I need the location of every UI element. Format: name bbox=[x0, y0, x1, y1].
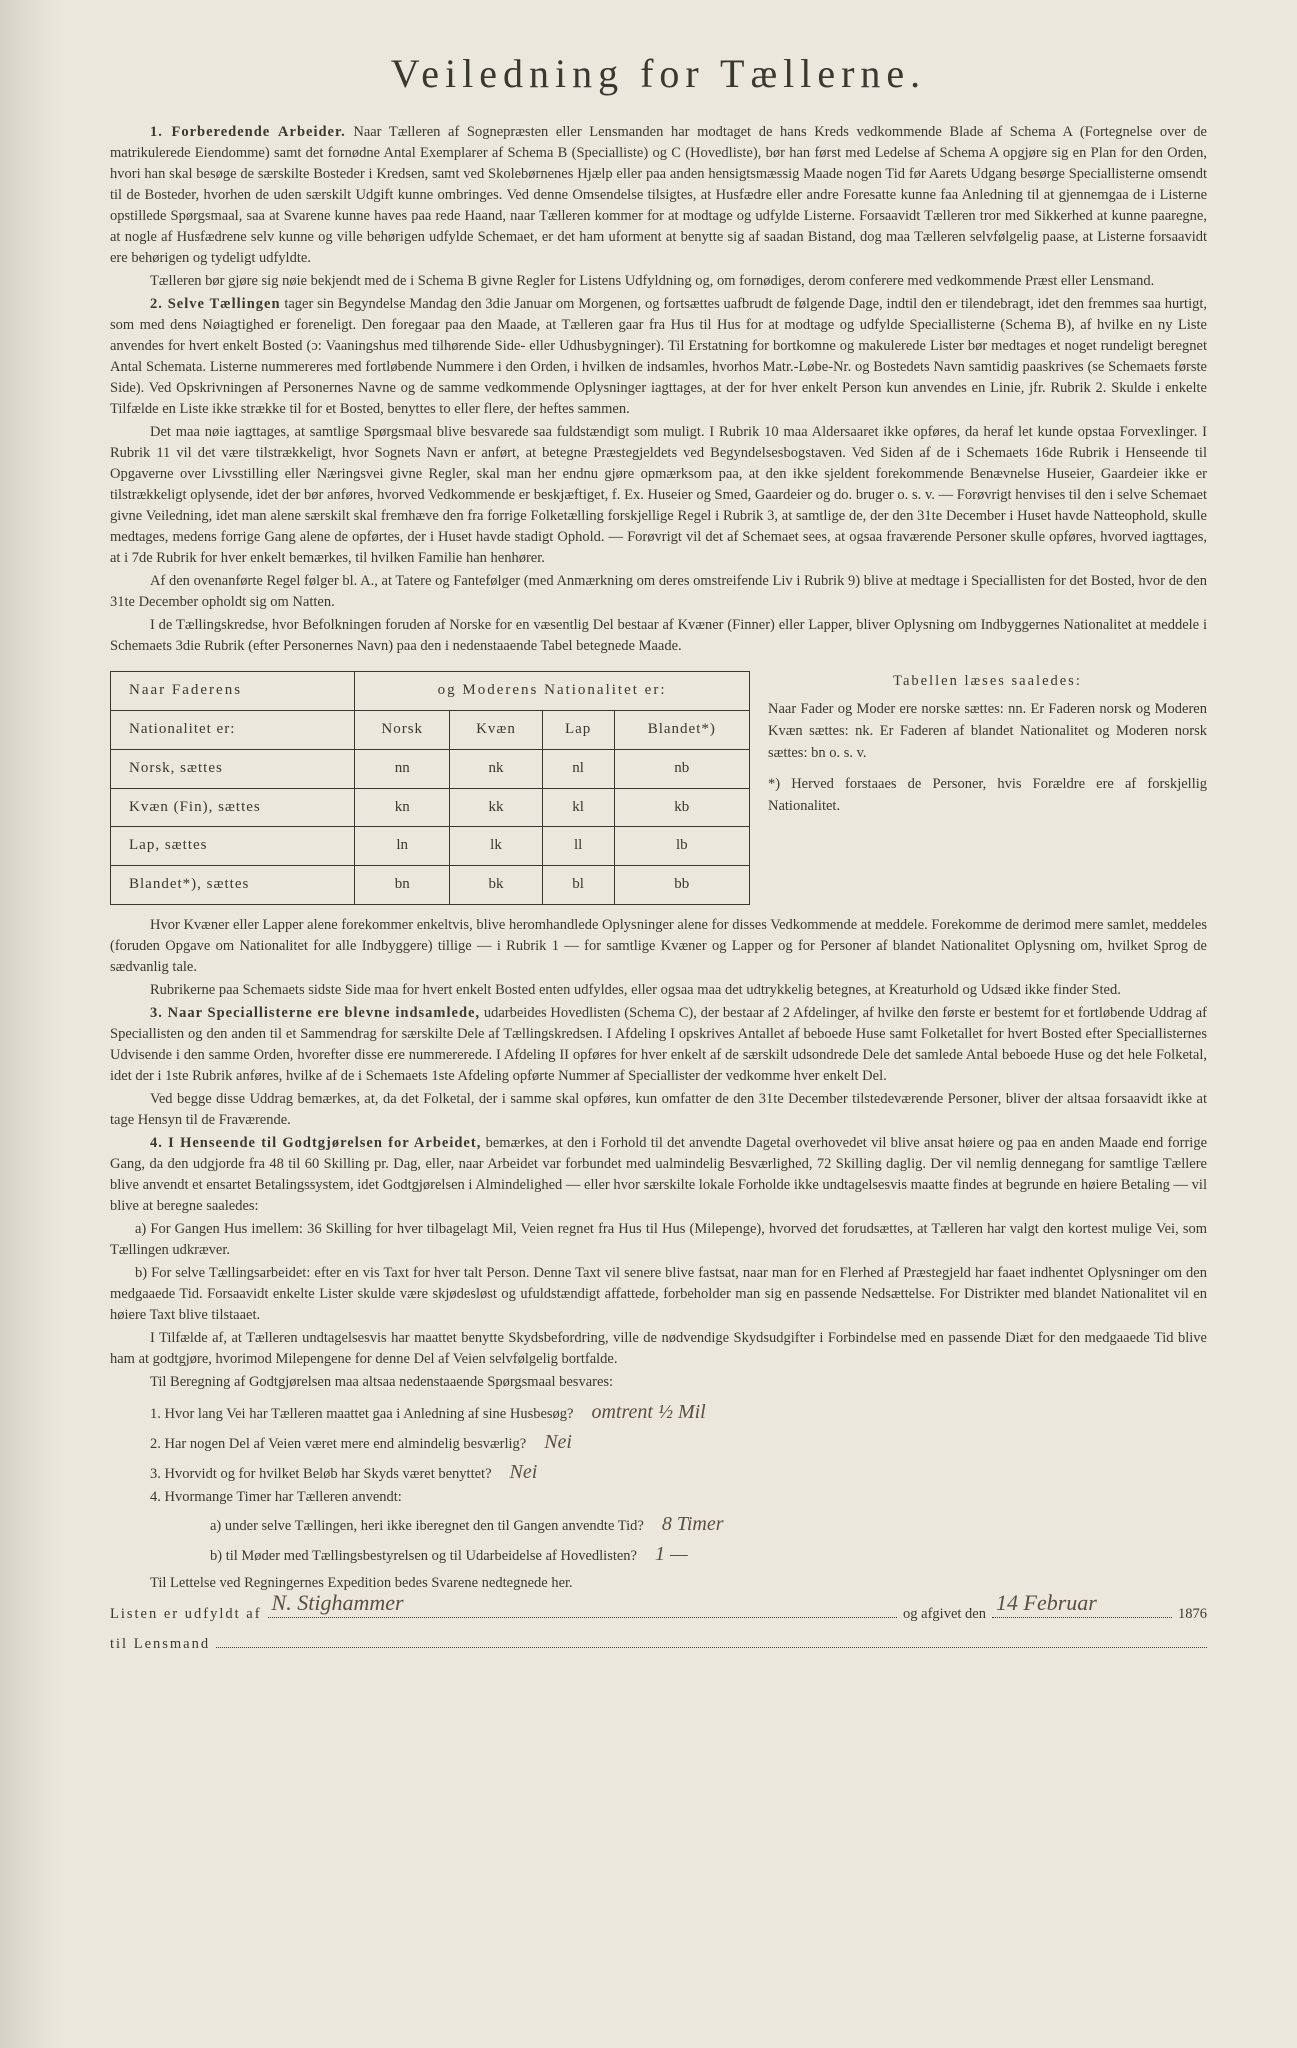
question-4b: b) til Møder med Tællingsbestyrelsen og … bbox=[210, 1539, 1207, 1569]
questions-block: 1. Hvor lang Vei har Tælleren maattet ga… bbox=[150, 1397, 1207, 1594]
section-4-lead: 4. I Henseende til Godtgjørelsen for Arb… bbox=[150, 1135, 481, 1151]
section-1-p2: Tælleren bør gjøre sig nøie bekjendt med… bbox=[110, 271, 1207, 292]
section-2-p1: 2. Selve Tællingen tager sin Begyndelse … bbox=[110, 294, 1207, 420]
section-3-lead: 3. Naar Speciallisterne ere blevne indsa… bbox=[150, 1005, 480, 1021]
section-2-lead: 2. Selve Tællingen bbox=[150, 296, 281, 312]
table-col-3: Blandet*) bbox=[614, 711, 749, 750]
sign-to-field bbox=[216, 1633, 1207, 1649]
document-page: Veiledning for Tællerne. 1. Forberedende… bbox=[0, 0, 1297, 2048]
section-1-text: Naar Tælleren af Sognepræsten eller Lens… bbox=[110, 124, 1207, 266]
sign-year: 1876 bbox=[1178, 1604, 1207, 1625]
question-4a: a) under selve Tællingen, heri ikke iber… bbox=[210, 1509, 1207, 1539]
section-1-p1: 1. Forberedende Arbeider. Naar Tælleren … bbox=[110, 122, 1207, 269]
section-3-p2: Ved begge disse Uddrag bemærkes, at, da … bbox=[110, 1089, 1207, 1131]
nationality-table-wrap: Naar Faderens og Moderens Nationalitet e… bbox=[110, 671, 1207, 905]
section-2-p3: Af den ovenanførte Regel følger bl. A., … bbox=[110, 571, 1207, 613]
sign-name-field: N. Stighammer bbox=[268, 1602, 898, 1618]
after-table-p1: Hvor Kvæner eller Lapper alene forekomme… bbox=[110, 915, 1207, 978]
section-1-lead: 1. Forberedende Arbeider. bbox=[150, 124, 346, 140]
section-4-p2: I Tilfælde af, at Tælleren undtagelsesvi… bbox=[110, 1328, 1207, 1370]
table-row: Lap, sættes ln lk ll lb bbox=[111, 827, 750, 866]
signature-line-2: til Lensmand bbox=[110, 1633, 1207, 1656]
aside-body: Naar Fader og Moder ere norske sættes: n… bbox=[768, 699, 1207, 764]
sign-lead: Listen er udfyldt af bbox=[110, 1604, 262, 1625]
question-4-subitems: a) under selve Tællingen, heri ikke iber… bbox=[210, 1509, 1207, 1569]
section-2-text: tager sin Begyndelse Mandag den 3die Jan… bbox=[110, 296, 1207, 417]
table-col-1: Kvæn bbox=[450, 711, 542, 750]
section-4-a: a) For Gangen Hus imellem: 36 Skilling f… bbox=[110, 1219, 1207, 1261]
table-row: Blandet*), sættes bn bk bl bb bbox=[111, 866, 750, 905]
after-table-p2: Rubrikerne paa Schemaets sidste Side maa… bbox=[110, 980, 1207, 1001]
sign-name: N. Stighammer bbox=[272, 1587, 404, 1619]
sign-date: 14 Februar bbox=[996, 1587, 1097, 1619]
section-4-p1: 4. I Henseende til Godtgjørelsen for Arb… bbox=[110, 1133, 1207, 1217]
answer-1: omtrent ½ Mil bbox=[581, 1397, 1207, 1427]
page-title: Veiledning for Tællerne. bbox=[110, 50, 1207, 97]
section-4-p3: Til Beregning af Godtgjørelsen maa altsa… bbox=[110, 1372, 1207, 1393]
answer-4b: 1 — bbox=[645, 1539, 1207, 1569]
table-subheader-left: Nationalitet er: bbox=[111, 711, 355, 750]
question-2: 2. Har nogen Del af Veien været mere end… bbox=[150, 1427, 1207, 1457]
table-header-left: Naar Faderens bbox=[111, 672, 355, 711]
section-3-p1: 3. Naar Speciallisterne ere blevne indsa… bbox=[110, 1003, 1207, 1087]
sign-mid: og afgivet den bbox=[903, 1604, 986, 1625]
section-2-p2: Det maa nøie iagttages, at samtlige Spør… bbox=[110, 422, 1207, 569]
table-header-right: og Moderens Nationalitet er: bbox=[355, 672, 750, 711]
table-col-0: Norsk bbox=[355, 711, 450, 750]
sign-to: til Lensmand bbox=[110, 1634, 210, 1655]
nationality-table: Naar Faderens og Moderens Nationalitet e… bbox=[110, 671, 750, 905]
answer-3: Nei bbox=[500, 1457, 1207, 1487]
section-2-p4: I de Tællingskredse, hvor Befolkningen f… bbox=[110, 615, 1207, 657]
table-row: Kvæn (Fin), sættes kn kk kl kb bbox=[111, 788, 750, 827]
section-4-b: b) For selve Tællingsarbeidet: efter en … bbox=[110, 1263, 1207, 1326]
aside-heading: Tabellen læses saaledes: bbox=[768, 671, 1207, 693]
body-text: 1. Forberedende Arbeider. Naar Tælleren … bbox=[110, 122, 1207, 1655]
table-aside: Tabellen læses saaledes: Naar Fader og M… bbox=[768, 671, 1207, 818]
answer-2: Nei bbox=[534, 1427, 1207, 1457]
question-1: 1. Hvor lang Vei har Tælleren maattet ga… bbox=[150, 1397, 1207, 1427]
answer-4a: 8 Timer bbox=[652, 1509, 1207, 1539]
question-4: 4. Hvormange Timer har Tælleren anvendt: bbox=[150, 1487, 1207, 1509]
sign-date-field: 14 Februar bbox=[992, 1602, 1172, 1618]
signature-line-1: Listen er udfyldt af N. Stighammer og af… bbox=[110, 1602, 1207, 1625]
question-3: 3. Hvorvidt og for hvilket Beløb har Sky… bbox=[150, 1457, 1207, 1487]
aside-footnote: *) Herved forstaaes de Personer, hvis Fo… bbox=[768, 774, 1207, 818]
table-col-2: Lap bbox=[542, 711, 614, 750]
table-row: Norsk, sættes nn nk nl nb bbox=[111, 749, 750, 788]
